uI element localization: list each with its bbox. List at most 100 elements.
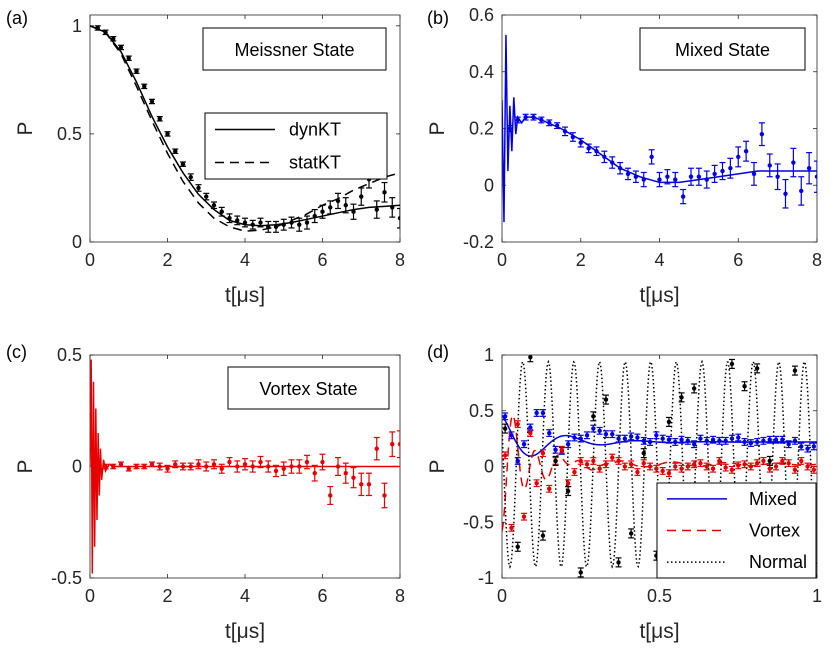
data-point <box>597 466 602 471</box>
panel-1: 0 2 4 6 8-0.200.20.40.6t[μs]P(b)Mixed State <box>426 5 822 307</box>
panel-0: 0 2 4 6 8 0 0.5 1 t[μs] P (a) Meissner State dynKT st… <box>6 8 405 307</box>
data-point <box>610 455 615 460</box>
data-point <box>666 470 672 476</box>
data-point <box>366 482 372 487</box>
x-tick-label: 6 <box>317 586 327 606</box>
data-point <box>196 185 201 191</box>
y-axis-label: P <box>426 121 449 135</box>
panel-label: (a) <box>6 8 28 28</box>
data-point <box>173 149 178 154</box>
title-box <box>202 27 387 71</box>
x-tick-label: 8 <box>395 586 405 606</box>
data-point <box>578 436 583 441</box>
data-point <box>242 220 248 225</box>
data-point <box>578 570 583 575</box>
data-point <box>717 438 722 444</box>
data-point <box>665 174 670 179</box>
data-point <box>502 453 508 458</box>
y-tick-label: 0 <box>484 457 494 477</box>
data-point <box>578 458 583 464</box>
data-point <box>328 493 333 498</box>
data-point <box>572 469 577 475</box>
data-point <box>242 462 248 467</box>
data-point <box>743 149 749 154</box>
data-point <box>698 436 703 441</box>
data-point <box>320 209 325 214</box>
y-axis-label: P <box>14 121 37 135</box>
y-tick-label: 1 <box>72 16 82 36</box>
data-point <box>540 450 546 456</box>
data-point <box>586 146 591 151</box>
data-point <box>610 431 615 437</box>
data-point <box>142 464 147 469</box>
x-tick-label: 2 <box>576 250 586 270</box>
x-tick-label: 0.5 <box>647 586 672 606</box>
data-point <box>597 428 602 434</box>
data-point <box>603 462 609 467</box>
x-axis-label: t[μs] <box>225 284 265 307</box>
data-point <box>312 213 317 219</box>
data-point <box>180 464 186 469</box>
data-point <box>635 435 640 440</box>
y-tick-label: 0 <box>72 457 82 477</box>
data-point <box>126 56 131 61</box>
data-point <box>748 440 754 446</box>
data-point <box>591 458 596 464</box>
data-point <box>633 174 639 179</box>
data-point <box>553 447 558 452</box>
data-point <box>297 464 302 469</box>
data-point <box>680 194 686 199</box>
data-point <box>562 129 568 134</box>
data-point <box>603 397 609 402</box>
x-tick-label: 2 <box>162 250 172 270</box>
data-point <box>304 459 310 465</box>
data-point <box>723 438 728 444</box>
data-point <box>118 45 124 50</box>
x-tick-label: 6 <box>733 250 743 270</box>
series-points-2 <box>94 25 400 233</box>
data-point <box>814 174 817 179</box>
series-points-1 <box>102 430 400 509</box>
x-tick-label: 4 <box>240 586 250 606</box>
data-point <box>266 224 271 230</box>
data-point <box>584 462 590 467</box>
data-point <box>742 439 747 445</box>
data-point <box>165 131 170 137</box>
panel-title: Meissner State <box>234 40 354 60</box>
y-axis-label: P <box>14 459 37 473</box>
data-point <box>134 464 139 469</box>
data-point <box>219 209 224 214</box>
data-point <box>196 462 201 467</box>
data-point <box>688 174 694 179</box>
data-point <box>289 220 294 225</box>
data-point <box>211 462 217 467</box>
legend-label: Mixed <box>749 489 797 509</box>
series-points-4 <box>502 420 817 532</box>
data-point <box>673 177 678 182</box>
data-point <box>149 462 155 467</box>
data-point <box>173 462 178 467</box>
data-point <box>805 464 810 469</box>
y-axis-label: P <box>426 459 449 473</box>
data-point <box>647 439 653 445</box>
data-point <box>717 458 722 464</box>
data-point <box>679 437 684 442</box>
data-point <box>712 171 717 177</box>
data-point <box>304 220 310 225</box>
data-point <box>507 126 513 131</box>
data-point <box>799 188 804 194</box>
data-point <box>780 458 785 464</box>
data-point <box>673 439 678 445</box>
data-point <box>374 207 379 212</box>
data-point <box>281 222 286 227</box>
data-point <box>654 433 659 438</box>
data-point <box>382 190 387 195</box>
data-point <box>126 466 131 471</box>
y-tick-label: 0.6 <box>469 5 494 25</box>
data-point <box>258 220 263 225</box>
data-point <box>397 442 400 447</box>
data-point <box>266 464 271 469</box>
data-point <box>565 442 571 447</box>
data-point <box>622 464 628 469</box>
data-point <box>728 166 733 171</box>
